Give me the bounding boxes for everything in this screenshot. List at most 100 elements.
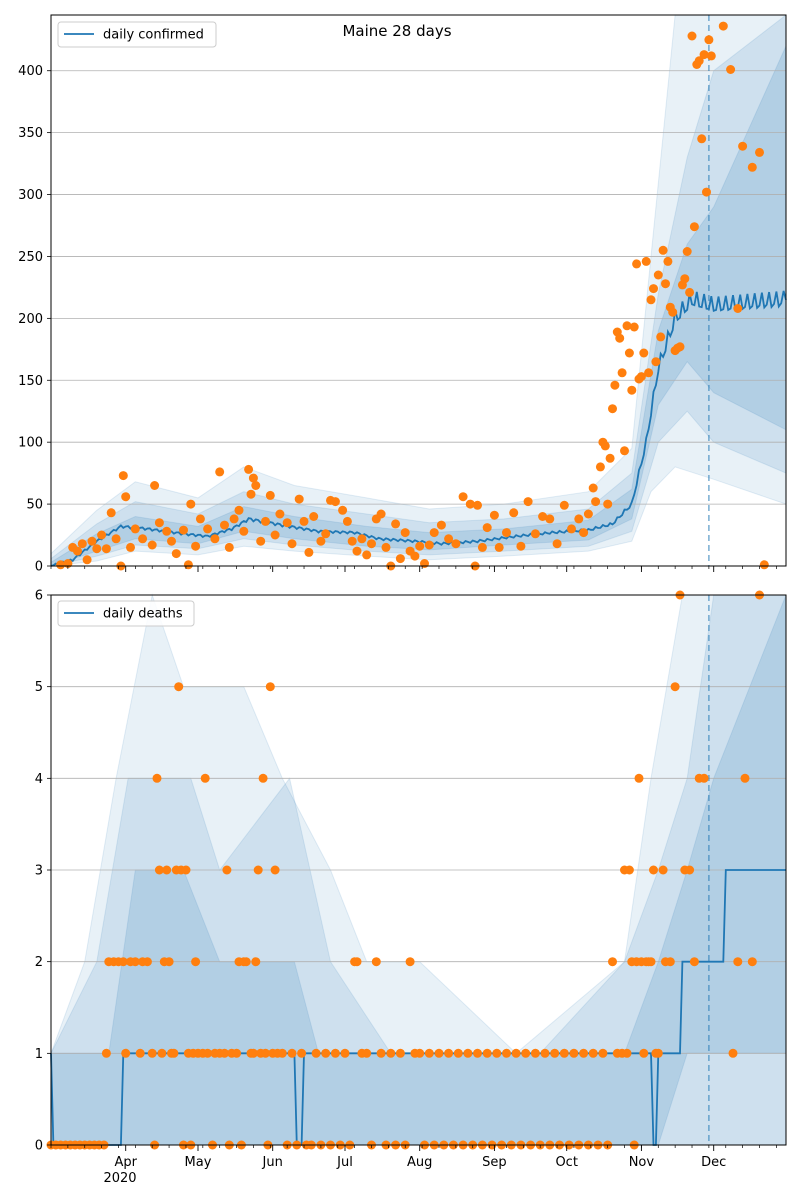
deaths-y-tick-label: 3 [35, 864, 43, 879]
deaths-data-point [598, 1048, 608, 1058]
deaths-data-point [444, 1048, 454, 1058]
confirmed-data-point [299, 516, 309, 526]
deaths-data-point [311, 1048, 321, 1058]
deaths-data-point [622, 1048, 632, 1058]
confirmed-data-point [167, 536, 176, 546]
confirmed-data-point [545, 514, 555, 524]
deaths-data-point [147, 1048, 157, 1058]
confirmed-data-point [367, 539, 376, 549]
confirmed-data-point [121, 492, 131, 502]
deaths-data-point [473, 1048, 482, 1058]
confirmed-data-point [653, 270, 663, 280]
confirmed-data-point [118, 471, 128, 481]
confirmed-data-point [203, 524, 213, 534]
confirmed-data-point [649, 284, 658, 294]
deaths-legend: daily deaths [57, 600, 195, 627]
deaths-data-point [665, 957, 675, 967]
confirmed-y-tick-label: 350 [18, 126, 43, 141]
deaths-data-point [588, 1048, 598, 1058]
deaths-data-point [265, 682, 275, 692]
confirmed-data-point [246, 489, 256, 499]
confirmed-data-point [391, 519, 401, 529]
confirmed-data-point [699, 50, 709, 60]
confirmed-legend: daily confirmed [57, 21, 217, 48]
confirmed-data-point [624, 348, 634, 358]
deaths-data-point [118, 957, 128, 967]
confirmed-data-point [629, 322, 639, 332]
x-axis-month-label: Jul [336, 1155, 353, 1170]
confirmed-data-point [265, 490, 275, 500]
confirmed-data-point [162, 526, 172, 536]
deaths-data-point [253, 865, 263, 875]
deaths-data-point [639, 1048, 649, 1058]
confirmed-data-point [376, 509, 386, 519]
deaths-data-point [164, 957, 174, 967]
confirmed-y-tick-label: 100 [18, 436, 43, 451]
confirmed-data-point [600, 441, 610, 451]
deaths-data-point [463, 1048, 473, 1058]
confirmed-data-point [154, 518, 164, 528]
deaths-data-point [624, 865, 634, 875]
confirmed-y-ticks: 0 50 100 150 200 250 300 350 400 [18, 64, 51, 575]
confirmed-data-point [608, 404, 617, 414]
confirmed-data-point [685, 287, 695, 297]
confirmed-data-point [87, 536, 97, 546]
confirmed-data-point [321, 529, 331, 539]
x-axis-month-label: Jun [262, 1155, 283, 1170]
confirmed-data-point [632, 259, 642, 269]
confirmed-data-point [97, 530, 107, 540]
deaths-data-point [733, 957, 743, 967]
confirmed-data-point [755, 147, 764, 157]
confirmed-data-point [603, 499, 613, 509]
deaths-data-point [492, 1048, 502, 1058]
deaths-data-point [608, 957, 617, 967]
deaths-data-point [371, 957, 381, 967]
confirmed-data-point [605, 453, 615, 463]
confirmed-y-tick-label: 50 [26, 498, 43, 513]
deaths-data-point [569, 1048, 579, 1058]
deaths-data-point [728, 1048, 738, 1058]
confirmed-data-point [747, 162, 757, 172]
deaths-data-point [453, 1048, 463, 1058]
confirmed-data-point [210, 534, 220, 544]
deaths-data-point [550, 1048, 560, 1058]
deaths-data-point [559, 1048, 569, 1058]
confirmed-data-point [663, 256, 673, 266]
deaths-data-point [747, 957, 757, 967]
confirmed-data-point [675, 342, 685, 352]
confirmed-y-tick-label: 150 [18, 374, 43, 389]
confirmed-data-point [261, 516, 270, 526]
confirmed-data-point [523, 497, 533, 507]
deaths-data-point [685, 865, 695, 875]
confirmed-data-point [56, 560, 66, 570]
deaths-data-point [434, 1048, 444, 1058]
deaths-data-point [502, 1048, 511, 1058]
confirmed-data-point [502, 528, 511, 538]
confirmed-data-point [171, 549, 181, 559]
confirmed-data-point [651, 357, 661, 367]
deaths-data-point [248, 1048, 258, 1058]
confirmed-data-point [256, 536, 266, 546]
confirmed-data-point [473, 500, 482, 510]
x-axis-month-label: Dec [701, 1155, 726, 1170]
confirmed-data-point [610, 380, 620, 390]
confirmed-data-point [106, 508, 116, 518]
confirmed-data-point [220, 520, 229, 530]
deaths-y-tick-label: 1 [35, 1047, 43, 1062]
confirmed-data-point [595, 462, 605, 472]
deaths-data-point [530, 1048, 540, 1058]
confirmed-data-point [73, 546, 82, 556]
confirmed-data-point [357, 534, 367, 544]
deaths-data-point [330, 1048, 340, 1058]
x-axis-month-labels: Apr May Jun Jul Aug Sep Oct Nov Dec [114, 1155, 726, 1170]
deaths-data-point [340, 1048, 350, 1058]
confirmed-axes-frame [50, 14, 787, 567]
confirmed-points [56, 21, 769, 571]
confirmed-data-point [574, 514, 584, 524]
deaths-data-point [261, 1048, 270, 1058]
deaths-y-tick-label: 6 [35, 589, 43, 604]
confirmed-data-point [82, 555, 92, 565]
confirmed-data-point [270, 530, 280, 540]
confirmed-data-point [656, 332, 666, 342]
